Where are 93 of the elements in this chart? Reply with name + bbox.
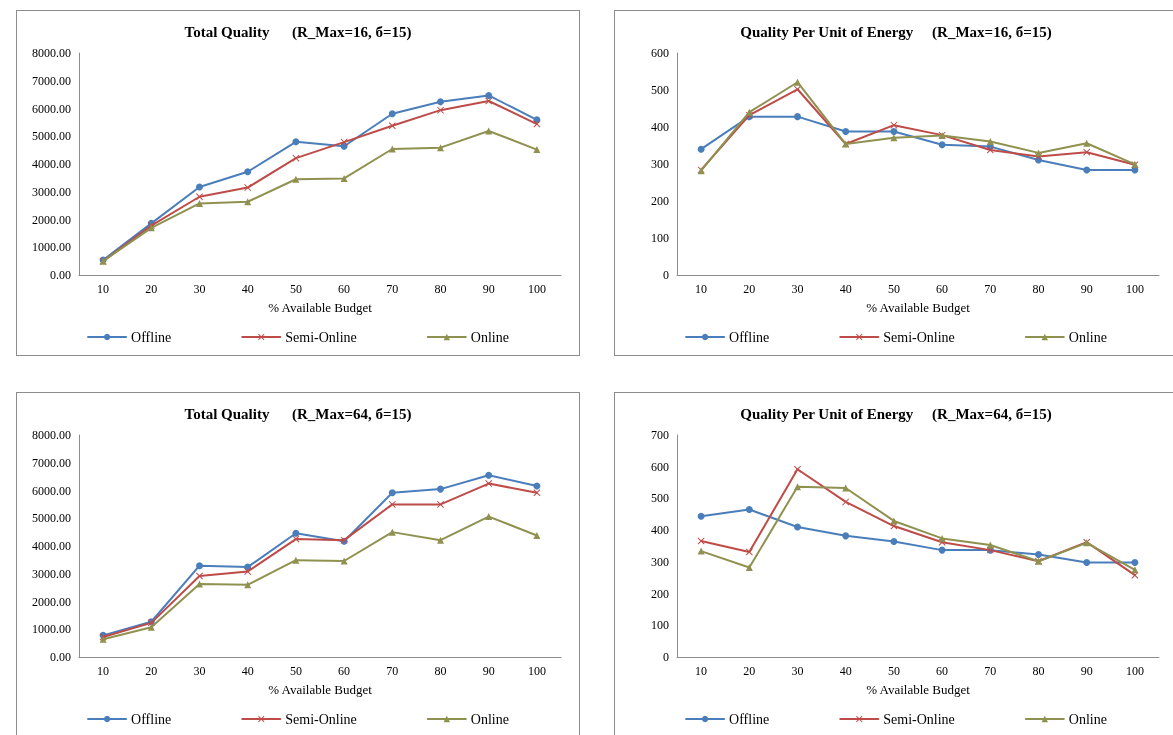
x-tick-label: 80 [1032, 282, 1045, 296]
x-tick-label: 50 [887, 664, 900, 678]
x-tick-label: 50 [887, 282, 900, 296]
y-tick-label: 200 [651, 194, 669, 208]
x-tick-label: 40 [241, 282, 254, 296]
x-tick-label: 40 [839, 282, 852, 296]
y-tick-label: 7000.00 [32, 455, 71, 470]
legend-label: Offline [729, 711, 770, 727]
legend-label: Online [470, 711, 509, 727]
y-tick-label: 8000.00 [32, 46, 71, 60]
y-tick-label: 100 [651, 231, 669, 245]
legend-label: Online [1068, 711, 1107, 727]
x-tick-label: 50 [289, 664, 302, 678]
y-tick-label: 5000.00 [32, 511, 71, 526]
x-tick-label: 10 [97, 282, 110, 296]
legend-label: Online [470, 329, 509, 345]
x-tick-label: 100 [527, 664, 546, 678]
x-axis-title: % Available Budget [268, 300, 373, 315]
x-tick-label: 90 [482, 664, 495, 678]
x-tick-label: 30 [193, 282, 206, 296]
x-tick-label: 40 [839, 664, 852, 678]
x-tick-label: 30 [193, 664, 206, 678]
y-tick-label: 0 [663, 650, 669, 664]
y-tick-label: 1000.00 [32, 240, 71, 255]
y-tick-label: 300 [651, 157, 669, 171]
x-tick-label: 40 [241, 664, 254, 678]
y-tick-label: 200 [651, 586, 669, 601]
x-tick-label: 80 [434, 282, 447, 296]
y-tick-label: 300 [651, 554, 669, 569]
y-tick-label: 600 [651, 46, 669, 60]
x-tick-label: 100 [1125, 282, 1144, 296]
x-tick-label: 90 [482, 282, 495, 296]
y-tick-label: 400 [651, 523, 669, 538]
y-tick-label: 8000.00 [32, 428, 71, 442]
chart-title: Total Quality (R_Max=64, б=15) [184, 405, 412, 423]
x-tick-label: 30 [791, 282, 804, 296]
y-tick-label: 100 [651, 618, 669, 633]
y-tick-label: 6000.00 [32, 101, 71, 116]
x-tick-label: 70 [386, 282, 399, 296]
y-tick-label: 0.00 [50, 650, 71, 664]
x-tick-label: 20 [145, 282, 158, 296]
x-tick-label: 80 [1032, 664, 1045, 678]
y-tick-label: 0.00 [50, 268, 71, 282]
x-tick-label: 10 [695, 664, 708, 678]
y-tick-label: 6000.00 [32, 483, 71, 498]
x-tick-label: 30 [791, 664, 804, 678]
y-tick-label: 7000.00 [32, 73, 71, 88]
x-tick-label: 50 [289, 282, 302, 296]
y-tick-label: 5000.00 [32, 129, 71, 144]
x-tick-label: 10 [97, 664, 110, 678]
y-tick-label: 500 [651, 491, 669, 506]
y-tick-label: 700 [651, 428, 669, 442]
y-tick-label: 0 [663, 268, 669, 282]
y-tick-label: 2000.00 [32, 212, 71, 227]
x-tick-label: 60 [338, 282, 351, 296]
legend-label: Offline [131, 711, 172, 727]
x-tick-label: 60 [338, 664, 351, 678]
chart-title: Quality Per Unit of Energy (R_Max=16, б=15) [740, 23, 1052, 41]
y-tick-label: 500 [651, 83, 669, 97]
legend-label: Semi-Online [285, 329, 357, 345]
y-tick-label: 2000.00 [32, 594, 71, 609]
x-tick-label: 100 [1125, 664, 1144, 678]
legend-label: Online [1068, 329, 1107, 345]
x-tick-label: 70 [386, 664, 399, 678]
x-tick-label: 20 [743, 282, 756, 296]
y-tick-label: 4000.00 [32, 157, 71, 171]
y-tick-label: 4000.00 [32, 539, 71, 553]
y-tick-label: 1000.00 [32, 622, 71, 637]
x-tick-label: 90 [1080, 282, 1093, 296]
legend-label: Offline [131, 329, 172, 345]
y-tick-label: 400 [651, 120, 669, 134]
x-tick-label: 60 [936, 282, 949, 296]
y-tick-label: 600 [651, 459, 669, 474]
x-axis-title: % Available Budget [866, 300, 971, 315]
legend-label: Offline [729, 329, 770, 345]
x-tick-label: 90 [1080, 664, 1093, 678]
x-tick-label: 80 [434, 664, 447, 678]
legend-label: Semi-Online [883, 711, 955, 727]
x-tick-label: 70 [984, 282, 997, 296]
chart-title: Quality Per Unit of Energy (R_Max=64, б=15) [740, 405, 1052, 423]
x-tick-label: 60 [936, 664, 949, 678]
x-tick-label: 70 [984, 664, 997, 678]
x-tick-label: 100 [527, 282, 546, 296]
x-tick-label: 20 [145, 664, 158, 678]
y-tick-label: 3000.00 [32, 184, 71, 199]
x-tick-label: 20 [743, 664, 756, 678]
x-axis-title: % Available Budget [268, 682, 373, 697]
legend-label: Semi-Online [883, 329, 955, 345]
y-tick-label: 3000.00 [32, 566, 71, 581]
x-tick-label: 10 [695, 282, 708, 296]
legend-label: Semi-Online [285, 711, 357, 727]
x-axis-title: % Available Budget [866, 682, 971, 697]
chart-title: Total Quality (R_Max=16, б=15) [184, 23, 412, 41]
